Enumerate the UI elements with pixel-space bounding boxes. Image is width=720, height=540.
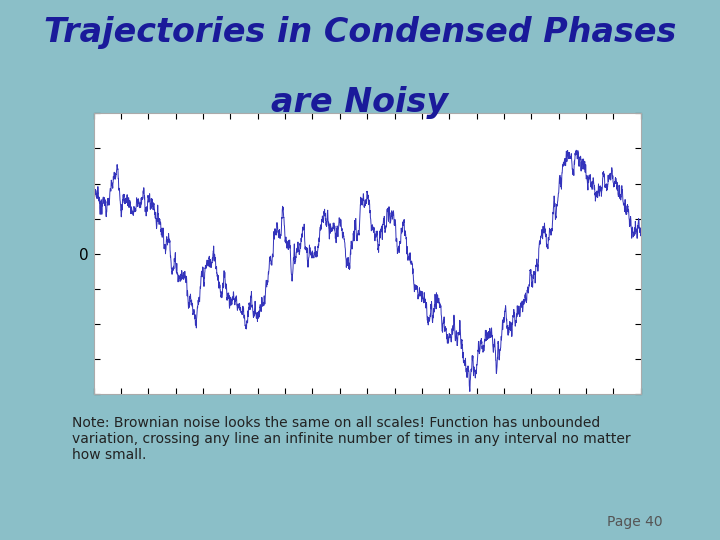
Text: Trajectories in Condensed Phases: Trajectories in Condensed Phases (44, 16, 676, 49)
Text: Page 40: Page 40 (607, 515, 662, 529)
Text: Note: Brownian noise looks the same on all scales! Function has unbounded
variat: Note: Brownian noise looks the same on a… (72, 416, 631, 462)
Text: are Noisy: are Noisy (271, 86, 449, 119)
